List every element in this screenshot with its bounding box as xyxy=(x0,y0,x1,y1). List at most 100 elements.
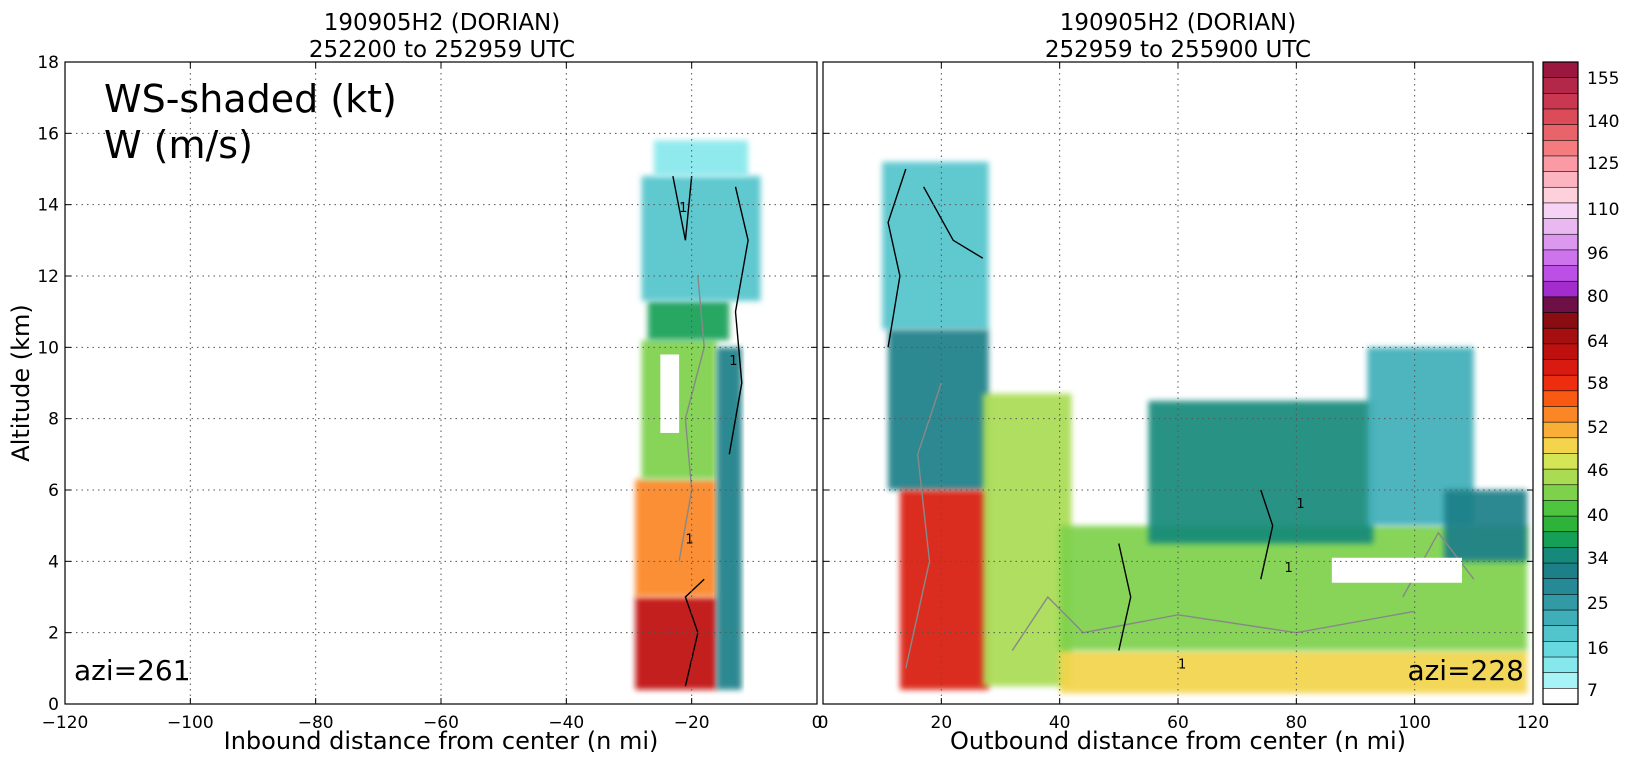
left-ws-region xyxy=(641,176,761,301)
colorbar-label: 140 xyxy=(1587,112,1619,132)
left-panel: 190905H2 (DORIAN) 252200 to 252959 UTC 1… xyxy=(7,10,822,755)
left-ytick-label: 12 xyxy=(37,267,59,287)
right-plot-area: 1 1 1 xyxy=(882,161,1528,694)
right-title-line2: 252959 to 255900 UTC xyxy=(1045,37,1311,63)
colorbar-label: 25 xyxy=(1587,594,1609,614)
right-ws-region xyxy=(1148,400,1374,544)
colorbar-swatch xyxy=(1542,656,1579,674)
colorbar-swatch xyxy=(1542,500,1579,517)
colorbar-swatch xyxy=(1542,547,1579,564)
colorbar-swatch xyxy=(1542,171,1579,189)
right-xtick-label: 60 xyxy=(1167,713,1189,733)
right-xtick-label: 120 xyxy=(1517,713,1549,733)
right-w-contour xyxy=(1260,489,1274,580)
left-xlabel: Inbound distance from center (n mi) xyxy=(224,727,659,755)
right-w-contour xyxy=(905,382,942,669)
right-w-contour xyxy=(887,168,907,348)
colorbar-swatch xyxy=(1542,343,1579,361)
colorbar-swatch xyxy=(1542,124,1579,142)
right-ws-region xyxy=(1444,490,1528,562)
colorbar-swatch xyxy=(1542,688,1579,705)
left-xtick-label: −40 xyxy=(548,713,584,733)
colorbar-label: 64 xyxy=(1587,332,1609,352)
colorbar-label: 80 xyxy=(1587,287,1609,307)
w-annotation: W (m/s) xyxy=(104,123,253,167)
colorbar-label: 46 xyxy=(1587,461,1609,481)
left-ws-region xyxy=(647,300,730,341)
left-azi-label: azi=261 xyxy=(74,654,191,687)
left-ytick-label: 16 xyxy=(37,124,59,144)
colorbar-swatch xyxy=(1542,578,1579,596)
right-xtick-label: 40 xyxy=(1049,713,1071,733)
colorbar-swatch xyxy=(1542,93,1579,110)
left-ws-region xyxy=(654,140,749,177)
left-ytick-label: 10 xyxy=(37,338,59,358)
colorbar-label: 58 xyxy=(1587,374,1609,394)
colorbar-swatches xyxy=(1542,61,1579,705)
colorbar-swatch xyxy=(1542,108,1579,126)
colorbar-frame xyxy=(1542,61,1579,705)
colorbar-swatch xyxy=(1542,437,1579,455)
colorbar-swatch xyxy=(1542,421,1579,439)
colorbar-swatch xyxy=(1542,609,1579,627)
left-w-contour xyxy=(672,175,693,241)
colorbar-swatch xyxy=(1542,218,1579,236)
left-w-contour xyxy=(678,275,705,562)
right-azi-label: azi=228 xyxy=(1407,654,1524,687)
ws-annotation: WS-shaded (kt) xyxy=(104,77,397,121)
colorbar-swatch xyxy=(1542,390,1579,408)
left-ws-region xyxy=(635,597,717,690)
colorbar-swatch xyxy=(1542,265,1579,283)
right-ws-region xyxy=(982,393,1072,687)
right-xtick-label: 80 xyxy=(1286,713,1308,733)
colorbar-swatch xyxy=(1542,280,1579,298)
colorbar-swatch xyxy=(1542,296,1579,314)
colorbar-label: 110 xyxy=(1587,200,1619,220)
left-contour-label: 1 xyxy=(685,533,693,548)
right-ws-region xyxy=(1059,650,1528,694)
left-title-line1: 190905H2 (DORIAN) xyxy=(324,10,561,36)
left-xtick-label: −120 xyxy=(42,713,89,733)
colorbar-swatch xyxy=(1542,484,1579,502)
left-ytick-label: 14 xyxy=(37,196,59,216)
left-contour-label: 1 xyxy=(729,354,737,369)
left-ytick-label: 0 xyxy=(48,695,59,715)
colorbar-swatch xyxy=(1542,359,1579,376)
colorbar-label: 96 xyxy=(1587,244,1609,264)
right-xtick-label: 0 xyxy=(818,713,829,733)
left-title-line2: 252200 to 252959 UTC xyxy=(309,37,575,63)
right-contour-label: 1 xyxy=(1296,497,1304,512)
right-ticks: 0 20 40 60 80 100 120 xyxy=(818,61,1549,733)
left-plot-area: 1 1 1 xyxy=(635,140,761,690)
right-missing-data xyxy=(1331,557,1462,583)
colorbar-label: 155 xyxy=(1587,69,1619,89)
colorbar-swatch xyxy=(1542,625,1579,643)
colorbar-label: 7 xyxy=(1587,681,1598,701)
left-ytick-label: 2 xyxy=(48,624,59,644)
left-ws-region xyxy=(716,347,742,690)
colorbar-swatch xyxy=(1542,186,1579,204)
colorbar-swatch xyxy=(1542,155,1579,173)
colorbar-swatch xyxy=(1542,515,1579,533)
colorbar-swatch xyxy=(1542,468,1579,486)
colorbar-labels: 155 140 125 110 96 80 64 58 52 46 40 34 25 16 7 xyxy=(1587,69,1619,701)
colorbar-label: 40 xyxy=(1587,506,1609,526)
right-ws-region xyxy=(882,161,989,330)
right-w-contour xyxy=(1118,543,1132,651)
colorbar-label: 16 xyxy=(1587,639,1609,659)
colorbar-swatch xyxy=(1542,562,1579,580)
left-ytick-label: 6 xyxy=(48,481,59,501)
left-missing-data xyxy=(660,354,680,433)
right-xtick-label: 100 xyxy=(1398,713,1430,733)
left-xtick-label: −80 xyxy=(298,713,334,733)
left-w-contour xyxy=(684,578,705,687)
left-xtick-label: −20 xyxy=(674,713,710,733)
left-contour-label: 1 xyxy=(679,201,687,216)
colorbar-swatch xyxy=(1542,327,1579,345)
colorbar-label: 34 xyxy=(1587,549,1609,569)
colorbar-swatch xyxy=(1542,672,1579,690)
left-xtick-label: −60 xyxy=(423,713,459,733)
colorbar-swatch xyxy=(1542,202,1579,220)
colorbar-swatch xyxy=(1542,139,1579,157)
